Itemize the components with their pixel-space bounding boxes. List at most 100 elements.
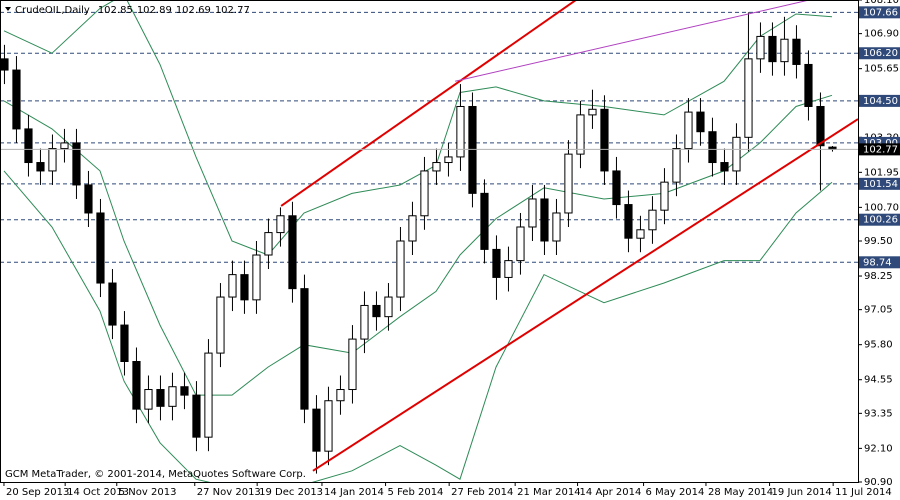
menu-arrow (5, 7, 11, 11)
candle-body (228, 274, 237, 298)
candle-body (288, 215, 297, 290)
candle-body (504, 260, 513, 278)
footer: GCM MetaTrader, © 2001-2014, MetaQuotes … (5, 469, 306, 480)
candle-body (684, 111, 693, 150)
x-tick-label: 14 Jan 2014 (324, 487, 384, 498)
candle-body (24, 128, 33, 164)
candle-body (348, 338, 357, 391)
candle-body (480, 192, 489, 250)
level-label-box (859, 256, 900, 269)
candle-body (300, 288, 309, 410)
level-label-box (859, 47, 900, 60)
x-tick-label: 27 Feb 2014 (451, 487, 513, 498)
candle-body (324, 400, 333, 452)
candle-body (312, 408, 321, 452)
candle-body (708, 131, 717, 164)
candle-body (816, 105, 825, 147)
plot-frame (0, 0, 859, 483)
candle-body (384, 296, 393, 318)
x-tick-label: 14 Oct 2013 (67, 487, 129, 498)
candle-body (780, 38, 789, 63)
x-tick-label: 11 Jul 2014 (835, 487, 892, 498)
bollinger-band (3, 1, 833, 256)
candle-body (540, 198, 549, 242)
candle-body (120, 324, 129, 362)
candle-body (336, 389, 345, 402)
candle-body (468, 105, 477, 194)
level-label-box (859, 6, 900, 19)
candle-body (528, 198, 537, 228)
level-label: 106.20 (863, 48, 898, 59)
y-tick-label: 97.05 (864, 305, 893, 316)
candle-body (744, 58, 753, 138)
y-tick-label: 98.25 (864, 271, 893, 282)
candle-body (216, 296, 225, 354)
level-label-box (859, 177, 900, 190)
candle-body (564, 153, 573, 214)
trend-line (455, 1, 808, 82)
candle-body (180, 386, 189, 396)
candle-body (792, 38, 801, 65)
candle-body (444, 156, 453, 164)
candle-body (264, 232, 273, 256)
level-label-box (859, 213, 900, 226)
chart-title: CrudeOIL,Daily 102.85 102.89 102.69 102.77 (15, 5, 250, 16)
candle-body (1, 58, 9, 71)
candle-body (48, 148, 57, 172)
level-label: 98.74 (863, 257, 892, 268)
x-tick-label: 19 Jun 2014 (772, 487, 832, 498)
candle-body (372, 304, 381, 318)
candle-body (660, 181, 669, 211)
x-tick-label: 21 Mar 2014 (517, 487, 580, 498)
candle-body (36, 162, 45, 172)
candle-body (156, 389, 165, 407)
candle-body (168, 386, 177, 407)
y-tick-label: 95.80 (864, 340, 893, 351)
candle-body (360, 304, 369, 340)
x-tick-label: 5 Feb 2014 (388, 487, 444, 498)
x-tick-label: 28 May 2014 (708, 487, 773, 498)
y-tick-label: 93.35 (864, 408, 893, 419)
candle-body (396, 240, 405, 298)
candle-body (576, 114, 585, 155)
candle-body (12, 69, 21, 130)
y-tick-label: 99.50 (864, 236, 893, 247)
candle-body (648, 209, 657, 231)
candle-body (192, 394, 201, 438)
x-tick-label: 19 Dec 2013 (259, 487, 323, 498)
header-text: CrudeOIL,Daily (15, 5, 90, 16)
y-tick-label: 108.10 (864, 0, 899, 6)
candle-body (672, 148, 681, 183)
header-text: 102.85 (98, 5, 133, 16)
axes: 108.10106.90105.65104.45103.20101.95100.… (3, 0, 900, 498)
y-tick-label: 106.90 (864, 29, 899, 40)
candle-body (552, 212, 561, 242)
y-tick-label: 105.65 (864, 64, 899, 75)
candle-body (72, 142, 81, 186)
trend-line (280, 1, 577, 207)
candle-body (756, 35, 765, 60)
x-tick-label: 14 Apr 2014 (580, 487, 642, 498)
candle-body (84, 184, 93, 214)
level-label: 107.66 (863, 7, 898, 18)
candle-body (516, 226, 525, 262)
candle-body (612, 170, 621, 206)
x-tick-label: 27 Nov 2013 (197, 487, 261, 498)
candle-body (732, 136, 741, 172)
plot-area (1, 1, 858, 482)
x-tick-label: 20 Sep 2013 (6, 487, 69, 498)
candle-body (600, 108, 609, 172)
candle-body (636, 229, 645, 239)
trend-line (312, 118, 858, 472)
candle-body (492, 248, 501, 278)
candle-body (60, 142, 69, 150)
y-tick-label: 100.70 (864, 202, 899, 213)
candle-body (144, 389, 153, 410)
level-label-box (859, 94, 900, 107)
candle-body (696, 111, 705, 133)
header-text: 102.69 (176, 5, 211, 16)
candle-body (804, 63, 813, 107)
level-label: 100.26 (863, 215, 898, 226)
candle-body (420, 170, 429, 217)
